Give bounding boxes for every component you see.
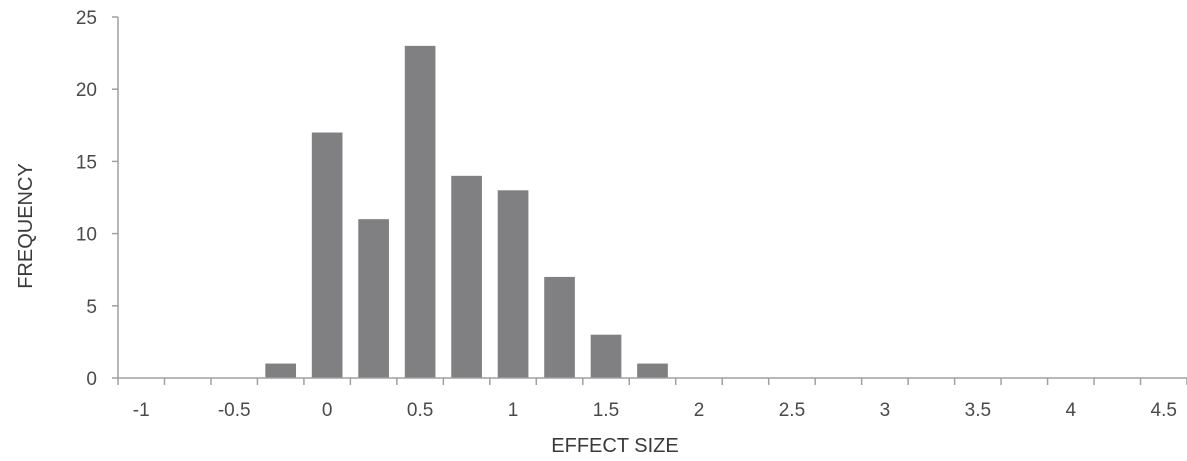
y-axis-title: FREQUENCY <box>15 163 37 289</box>
histogram-bar <box>497 190 529 378</box>
histogram-bar <box>404 45 436 378</box>
y-tick-label: 0 <box>86 369 97 390</box>
x-tick-label: -1 <box>133 400 150 421</box>
y-tick-label: 15 <box>76 152 97 173</box>
x-tick-label: 4.5 <box>1151 400 1177 421</box>
x-tick-label: 2.5 <box>779 400 805 421</box>
y-tick-label: 10 <box>76 225 97 246</box>
y-tick-label: 20 <box>76 80 97 101</box>
x-tick-label: 2 <box>694 400 705 421</box>
x-tick-label: -0.5 <box>218 400 251 421</box>
histogram-bar <box>451 175 482 378</box>
y-tick-label: 5 <box>86 297 97 318</box>
x-tick-label: 1 <box>508 400 519 421</box>
x-tick-label: 1.5 <box>593 400 619 421</box>
x-tick-label: 0 <box>322 400 333 421</box>
x-tick-label: 0.5 <box>407 400 433 421</box>
histogram-bar <box>265 363 297 378</box>
histogram-bar <box>544 276 575 378</box>
histogram-bar <box>590 334 622 378</box>
histogram-bar <box>311 132 343 378</box>
bars-group <box>265 45 668 378</box>
x-tick-label: 4 <box>1066 400 1077 421</box>
histogram-bar <box>358 219 389 378</box>
x-tick-label: 3.5 <box>965 400 991 421</box>
y-tick-label: 25 <box>76 8 97 29</box>
axes-group: 0 5 10 15 20 25 -1 -0.5 0 0.5 1 1.5 2 2.5 3 3.5 4 4.5 <box>76 8 1187 421</box>
x-tick-label: 3 <box>880 400 891 421</box>
histogram-bar <box>637 363 668 378</box>
x-axis-title: EFFECT SIZE <box>551 435 678 457</box>
